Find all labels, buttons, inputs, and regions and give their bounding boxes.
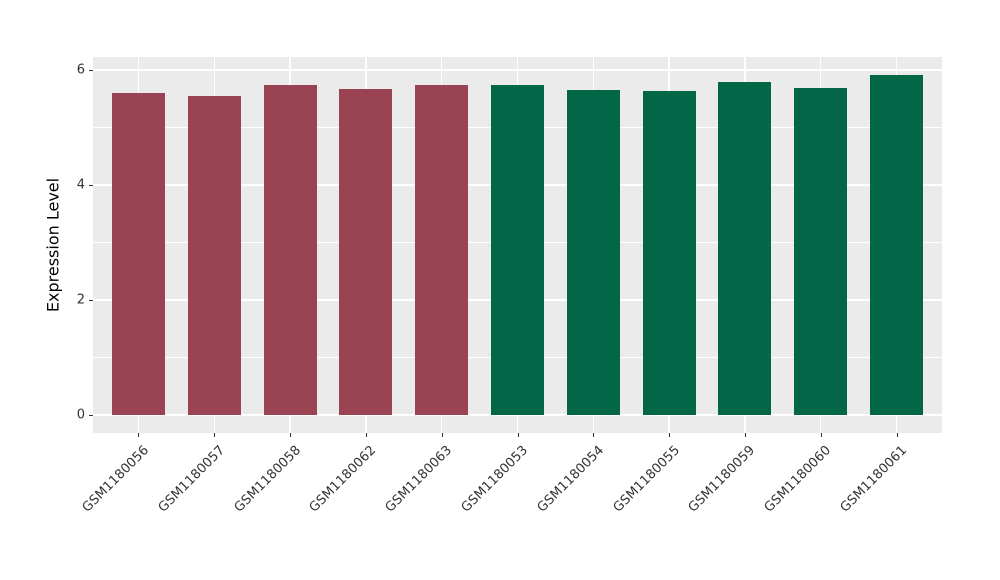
x-axis-tick-mark	[365, 433, 367, 437]
x-tick-label: GSM1180063	[382, 443, 456, 516]
y-tick-label: 6	[76, 62, 85, 78]
x-axis-tick-mark	[138, 433, 140, 437]
bar-GSM1180060	[794, 88, 848, 416]
x-tick-label: GSM1180058	[231, 443, 304, 516]
y-axis-tick-mark	[89, 70, 93, 72]
x-tick-label: GSM1180054	[534, 443, 607, 516]
y-axis-tick-mark	[89, 185, 93, 187]
x-axis-tick-mark	[214, 433, 216, 437]
x-tick-label: GSM1180062	[307, 443, 380, 516]
bar-GSM1180054	[566, 90, 620, 416]
bar-GSM1180053	[490, 85, 545, 416]
y-axis-tick-mark	[89, 415, 93, 417]
x-axis-tick-mark	[290, 433, 292, 437]
x-tick-label: GSM1180055	[610, 443, 683, 516]
bar-GSM1180056	[111, 93, 165, 416]
x-axis-tick-mark	[441, 433, 443, 437]
bar-GSM1180055	[642, 90, 696, 416]
x-axis-tick-mark	[820, 433, 822, 437]
bar-GSM1180061	[869, 74, 924, 416]
x-tick-label: GSM1180061	[837, 443, 911, 516]
x-axis-tick-mark	[744, 433, 746, 437]
y-axis-tick-mark	[89, 300, 93, 302]
x-tick-label: GSM1180060	[761, 443, 835, 516]
x-tick-label: GSM1180053	[458, 443, 532, 516]
x-axis-tick-mark	[517, 433, 519, 437]
y-tick-label: 0	[76, 407, 85, 423]
bar-GSM1180063	[415, 85, 469, 416]
bar-GSM1180057	[187, 96, 241, 416]
x-axis-tick-mark	[896, 433, 898, 437]
y-tick-label: 4	[76, 177, 85, 193]
y-tick-label: 2	[76, 292, 85, 308]
x-tick-label: GSM1180057	[155, 443, 228, 516]
bar-GSM1180059	[718, 81, 772, 416]
x-axis-tick-mark	[593, 433, 595, 437]
bar-GSM1180058	[263, 84, 317, 416]
x-tick-label: GSM1180056	[79, 443, 153, 516]
x-tick-label: GSM1180059	[686, 443, 759, 516]
bar-GSM1180062	[339, 88, 393, 416]
plot-panel	[93, 57, 942, 433]
x-axis-tick-mark	[669, 433, 671, 437]
